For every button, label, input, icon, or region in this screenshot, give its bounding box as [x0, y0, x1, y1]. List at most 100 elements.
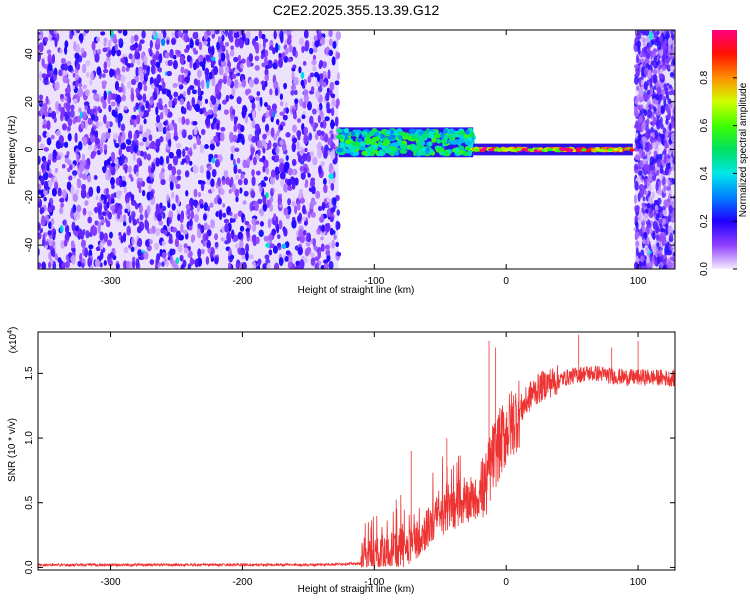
- heatmap-cell: [117, 119, 121, 128]
- heatmap-cell: [127, 165, 132, 174]
- heatmap-cell: [282, 114, 288, 121]
- heatmap-cell: [133, 34, 139, 42]
- heatmap-cell: [274, 154, 280, 162]
- heatmap-cell: [291, 159, 297, 166]
- heatmap-cell: [336, 72, 341, 81]
- heatmap-cell: [143, 151, 148, 160]
- heatmap-cell: [335, 241, 339, 247]
- heatmap-cell: [40, 175, 45, 186]
- heatmap-cell: [209, 202, 214, 208]
- heatmap-cell: [224, 109, 229, 115]
- heatmap-cell: [264, 55, 268, 66]
- heatmap-cell: [276, 234, 281, 240]
- heatmap-cell: [284, 102, 288, 109]
- heatmap-cell: [189, 39, 194, 49]
- heatmap-cell: [118, 232, 122, 237]
- heatmap-cell: [128, 261, 134, 269]
- heatmap-cell: [327, 149, 331, 155]
- heatmap-cell: [211, 169, 217, 178]
- heatmap-cell: [90, 226, 94, 236]
- heatmap-cell: [52, 260, 57, 269]
- heatmap-cell: [304, 40, 310, 50]
- heatmap-cell: [255, 96, 261, 101]
- heatmap-cell: [185, 190, 189, 197]
- heatmap-cell: [164, 229, 168, 236]
- heatmap-cell: [235, 196, 239, 203]
- heatmap-cell: [225, 41, 229, 47]
- heatmap-cell: [184, 48, 189, 53]
- heatmap-cell: [66, 150, 70, 157]
- heatmap-cell: [328, 30, 333, 38]
- heatmap-cell: [331, 107, 335, 117]
- heatmap-cell: [273, 30, 277, 40]
- heatmap-cell: [261, 62, 266, 68]
- heatmap-cell: [92, 89, 98, 94]
- heatmap-cell: [326, 101, 330, 111]
- heatmap-cell: [230, 145, 236, 153]
- heatmap-cell: [171, 32, 175, 37]
- heatmap-cell: [166, 70, 172, 77]
- heatmap-cell: [258, 30, 262, 39]
- heatmap-cell: [199, 144, 204, 154]
- heatmap-cell: [297, 154, 303, 163]
- heatmap-cell: [237, 169, 242, 174]
- heatmap-cell: [59, 206, 64, 215]
- heatmap-cell: [332, 41, 337, 49]
- heatmap-cell: [113, 132, 119, 140]
- heatmap-cell: [328, 260, 334, 269]
- heatmap-cell: [121, 154, 125, 164]
- heatmap-cell: [228, 189, 232, 194]
- heatmap-cell: [296, 141, 300, 151]
- heatmap-cell: [130, 35, 135, 44]
- heatmap-cell: [243, 190, 249, 197]
- heatmap-cell: [299, 98, 304, 107]
- heatmap-cell: [39, 71, 43, 81]
- heatmap-cell: [168, 233, 173, 243]
- heatmap-cell: [69, 109, 75, 118]
- heatmap-cell: [99, 262, 103, 268]
- heatmap-cell: [286, 36, 292, 46]
- heatmap-cell: [179, 254, 184, 262]
- chart-title: C2E2.2025.355.13.39.G12: [273, 2, 440, 18]
- heatmap-cell: [296, 118, 302, 123]
- heatmap-cell: [320, 236, 324, 241]
- heatmap-cell: [199, 108, 204, 115]
- heatmap-cell: [214, 233, 218, 241]
- heatmap-cell: [218, 58, 222, 66]
- heatmap-cell: [323, 150, 328, 159]
- heatmap-cell: [270, 187, 274, 197]
- heatmap-cell: [189, 85, 195, 90]
- heatmap-cell: [242, 159, 248, 169]
- heatmap-cell: [274, 262, 280, 269]
- heatmap-cell: [330, 183, 335, 191]
- heatmap-cell: [98, 121, 103, 127]
- heatmap-cell: [156, 74, 162, 84]
- heatmap-cell: [204, 98, 208, 104]
- heatmap-cell: [197, 69, 202, 79]
- heatmap-cell: [46, 137, 52, 146]
- heatmap-cell: [300, 71, 305, 79]
- heatmap-cell: [301, 114, 306, 120]
- heatmap-cell: [306, 155, 312, 162]
- heatmap-cell: [294, 177, 299, 186]
- heatmap-cell: [321, 61, 327, 69]
- heatmap-cell: [85, 230, 90, 239]
- heatmap-cell: [172, 83, 178, 88]
- heatmap-cell: [139, 141, 145, 147]
- heatmap-cell: [239, 187, 243, 194]
- heatmap-cell: [234, 79, 239, 89]
- heatmap-cell: [90, 134, 96, 143]
- heatmap-cell: [271, 228, 276, 236]
- heatmap-cell: [296, 130, 302, 138]
- heatmap-cell: [63, 71, 68, 76]
- heatmap-cell: [283, 82, 287, 90]
- heatmap-cell: [256, 170, 261, 176]
- heatmap-cell: [287, 198, 291, 206]
- heatmap-cell: [240, 173, 245, 180]
- heatmap-cell: [38, 135, 42, 143]
- heatmap-cell: [87, 117, 92, 125]
- heatmap-cell: [65, 261, 70, 268]
- heatmap-cell: [69, 32, 73, 40]
- heatmap-cell: [192, 89, 197, 95]
